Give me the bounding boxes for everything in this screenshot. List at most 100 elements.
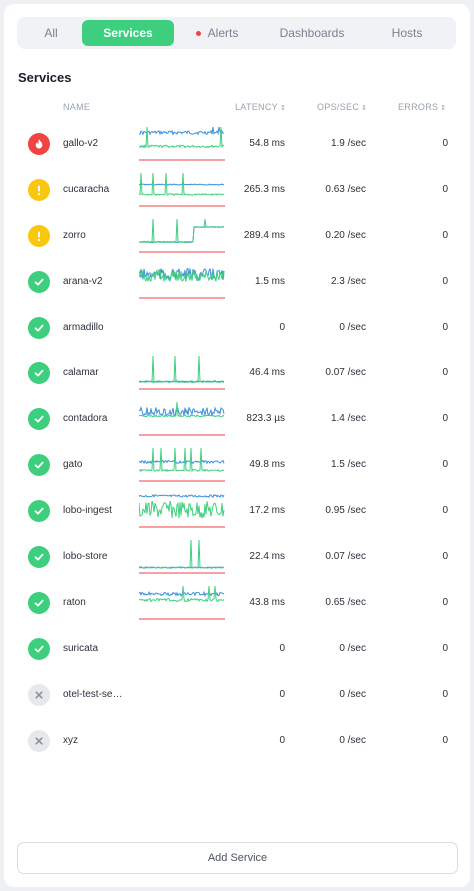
- status-badge: [28, 178, 50, 201]
- service-name[interactable]: gallo-v2: [63, 138, 99, 149]
- ops-value: 0 /sec: [339, 642, 366, 654]
- check-icon: [34, 553, 44, 561]
- tab-alerts[interactable]: Alerts: [174, 20, 260, 46]
- errors-value: 0: [442, 275, 448, 287]
- ops-line: [139, 539, 225, 569]
- service-row[interactable]: lobo-store 22.4 ms 0.07 /sec 0: [4, 535, 470, 581]
- check-icon: [34, 416, 44, 423]
- ops-line: [139, 172, 225, 196]
- ops-value: 0.07 /sec: [325, 367, 366, 379]
- ops-value: 0 /sec: [339, 734, 366, 746]
- service-name[interactable]: armadillo: [63, 321, 104, 333]
- check-icon: [34, 645, 44, 653]
- service-name[interactable]: lobo-store: [63, 551, 108, 563]
- service-row[interactable]: cucaracha 265.3 ms 0.63 /sec 0: [4, 168, 470, 214]
- tab-services[interactable]: Services: [82, 20, 174, 46]
- ops-value: 0.65 /sec: [325, 596, 366, 608]
- service-name[interactable]: cucaracha: [63, 183, 110, 195]
- service-row[interactable]: zorro 289.4 ms 0.20 /sec 0: [4, 214, 470, 260]
- tab-hosts[interactable]: Hosts: [364, 20, 450, 46]
- latency-value: 0: [279, 321, 285, 333]
- latency-value: 1.5 ms: [254, 275, 285, 287]
- errors-value: 0: [442, 505, 448, 517]
- service-name[interactable]: arana-v2: [63, 275, 103, 287]
- ops-value: 1.9 /sec: [330, 138, 366, 149]
- check-icon: [34, 461, 44, 469]
- service-name[interactable]: zorro: [63, 229, 86, 241]
- service-name[interactable]: calamar: [63, 367, 99, 379]
- errors-value: 0: [442, 229, 448, 241]
- errors-value: 0: [442, 459, 448, 471]
- service-row[interactable]: gallo-v2 54.8 ms 1.9 /sec 0: [4, 122, 470, 168]
- latency-value: 265.3 ms: [243, 183, 285, 195]
- check-icon: [34, 370, 44, 377]
- errors-value: 0: [442, 367, 448, 379]
- errors-value: 0: [442, 551, 448, 563]
- latency-value: 22.4 ms: [249, 551, 285, 563]
- latency-value: 0: [279, 734, 285, 746]
- service-row[interactable]: contadora 823.3 µs 1.4 /sec 0: [4, 397, 470, 443]
- add-service-button[interactable]: Add Service: [17, 842, 458, 874]
- check-icon: [34, 278, 44, 286]
- latency-line: [139, 459, 225, 465]
- column-name: NAME: [63, 102, 91, 112]
- errors-value: 0: [442, 734, 448, 746]
- status-badge: [28, 729, 50, 752]
- sparkline: [139, 267, 225, 299]
- sparkline: [139, 448, 225, 482]
- status-badge: [28, 683, 50, 706]
- tab-all[interactable]: All: [20, 20, 82, 46]
- errors-value: 0: [442, 642, 448, 654]
- ops-line: [139, 356, 225, 384]
- service-row[interactable]: raton 43.8 ms 0.65 /sec 0: [4, 581, 470, 627]
- sparkline: [139, 356, 225, 390]
- ops-value: 1.5 /sec: [330, 459, 366, 471]
- service-row[interactable]: otel-test-se… 0 0 /sec 0: [4, 673, 470, 719]
- sparkline: [139, 172, 225, 207]
- service-row[interactable]: lobo-ingest 17.2 ms 0.95 /sec 0: [4, 489, 470, 535]
- tab-label: All: [44, 26, 58, 40]
- section-title: Services: [18, 70, 72, 85]
- service-row[interactable]: xyz 0 0 /sec 0: [4, 719, 470, 765]
- sparkline: [139, 539, 225, 574]
- service-name[interactable]: contadora: [63, 413, 108, 425]
- x-icon: [35, 736, 43, 745]
- sort-icon: ⇕: [279, 105, 287, 112]
- alert-dot-icon: [195, 30, 201, 36]
- column-errors[interactable]: ERRORS ⇕: [398, 102, 447, 112]
- service-row[interactable]: armadillo 0 0 /sec 0: [4, 306, 470, 352]
- service-name[interactable]: suricata: [63, 642, 99, 654]
- column-ops[interactable]: OPS/SEC ⇕: [317, 102, 368, 112]
- service-row[interactable]: calamar 46.4 ms 0.07 /sec 0: [4, 351, 470, 397]
- service-row[interactable]: arana-v2 1.5 ms 2.3 /sec 0: [4, 260, 470, 306]
- errors-value: 0: [442, 596, 448, 608]
- service-name[interactable]: otel-test-se…: [63, 688, 123, 700]
- errors-value: 0: [442, 413, 448, 425]
- latency-value: 289.4 ms: [243, 229, 285, 241]
- services-panel: All Services Alerts Dashboards Hosts Service…: [4, 4, 470, 887]
- column-latency[interactable]: LATENCY ⇕: [235, 102, 287, 112]
- ops-value: 0.20 /sec: [325, 229, 366, 241]
- latency-value: 0: [279, 642, 285, 654]
- service-name[interactable]: xyz: [63, 734, 78, 746]
- latency-line: [139, 590, 225, 598]
- status-badge: [28, 133, 50, 155]
- check-icon: [34, 324, 44, 332]
- service-name[interactable]: raton: [63, 596, 86, 608]
- view-tabs: All Services Alerts Dashboards Hosts: [17, 17, 456, 49]
- ops-line: [139, 448, 225, 473]
- tab-dashboards[interactable]: Dashboards: [260, 20, 364, 46]
- service-row[interactable]: gato 49.8 ms 1.5 /sec 0: [4, 443, 470, 489]
- status-badge: [28, 637, 50, 660]
- errors-value: 0: [442, 183, 448, 195]
- ops-value: 2.3 /sec: [330, 275, 366, 287]
- sort-icon: ⇕: [440, 105, 447, 112]
- latency-line: [139, 494, 225, 499]
- service-row[interactable]: suricata 0 0 /sec 0: [4, 627, 470, 673]
- status-badge: [28, 591, 50, 614]
- sparkline: [139, 218, 225, 253]
- status-badge: [28, 546, 50, 569]
- service-name[interactable]: gato: [63, 459, 83, 471]
- ops-value: 0 /sec: [339, 688, 366, 700]
- service-name[interactable]: lobo-ingest: [63, 505, 112, 517]
